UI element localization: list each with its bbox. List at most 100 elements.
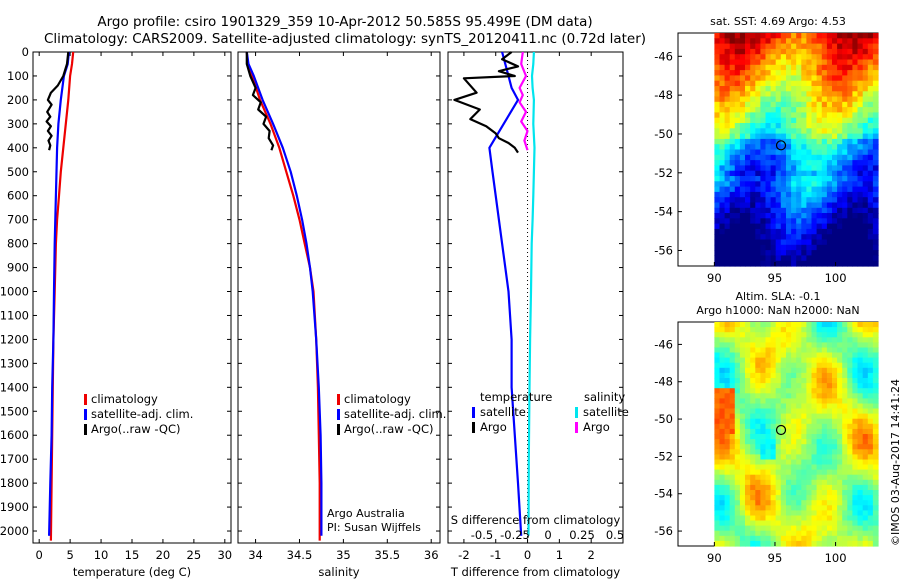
sst-map-cell xyxy=(811,170,818,177)
sla-map-cell xyxy=(816,464,823,471)
sla-map-cell xyxy=(770,530,777,537)
sst-map-cell xyxy=(832,54,838,61)
sla-map-cell xyxy=(842,367,848,374)
sla-map-cell xyxy=(775,510,782,517)
sst-map-cell xyxy=(837,154,843,161)
sla-map-cell xyxy=(729,403,736,410)
sla-map-cell xyxy=(816,525,823,532)
sst-map-cell xyxy=(750,38,756,45)
sst-map-cell xyxy=(770,59,777,66)
sst-map-cell xyxy=(826,86,833,92)
sst-map-cell xyxy=(811,255,818,262)
sst-map-cell xyxy=(837,80,843,87)
sla-map-cell xyxy=(765,454,772,461)
sst-map-cell xyxy=(780,38,787,45)
sla-map-cell xyxy=(862,393,869,399)
sst-map-cell xyxy=(791,86,797,92)
sst-map-cell xyxy=(811,101,818,108)
sst-map-cell xyxy=(786,244,792,251)
sst-map-cell xyxy=(770,223,777,230)
sla-map-cell xyxy=(867,413,874,420)
sla-map-cell xyxy=(791,357,797,364)
sla-map-cell xyxy=(719,510,726,517)
sla-map-cell xyxy=(765,525,772,532)
sla-map-cell xyxy=(734,423,741,430)
sla-map-cell xyxy=(765,342,772,349)
sst-map-cell xyxy=(770,91,777,98)
sst-map-cell xyxy=(724,133,731,140)
sla-map-cell xyxy=(780,388,787,394)
sst-map-cell xyxy=(714,144,721,151)
sla-map-cell xyxy=(872,388,879,394)
sla-map-cell xyxy=(811,367,818,374)
sla-map-cell xyxy=(724,510,731,517)
sla-map-cell xyxy=(714,444,721,450)
sla-map-cell xyxy=(739,444,746,450)
sst-map-cell xyxy=(786,197,792,204)
sla-map-cell xyxy=(770,515,777,522)
sla-map-cell xyxy=(775,408,782,415)
sla-map-cell xyxy=(837,383,843,389)
sst-map-cell xyxy=(801,260,807,267)
sst-map-cell xyxy=(780,223,787,230)
sla-map-cell xyxy=(739,403,746,410)
sst-map-cell xyxy=(872,86,879,92)
sla-map-cell xyxy=(786,500,792,506)
sla-map-cell xyxy=(826,500,833,506)
sla-map-cell xyxy=(801,484,807,491)
sst-map-cell xyxy=(847,80,853,87)
sla-map-cell xyxy=(826,362,833,369)
sst-map-cell xyxy=(842,75,848,82)
sla-map-cell xyxy=(801,434,807,440)
sst-map-cell xyxy=(780,250,787,256)
sst-map-cell xyxy=(862,138,869,145)
sla-map-cell xyxy=(775,337,782,343)
sst-map-cell xyxy=(862,202,869,209)
sla-map-cell xyxy=(775,413,782,420)
sst-map-cell xyxy=(832,86,838,92)
sla-map-cell xyxy=(719,479,726,486)
sla-map-cell xyxy=(801,372,807,379)
sst-map-cell xyxy=(745,138,751,145)
sla-map-cell xyxy=(837,388,843,394)
sla-map-ytick-label: -52 xyxy=(654,449,673,463)
sla-map-cell xyxy=(816,495,823,501)
temperature-series-2-line xyxy=(45,51,70,151)
sla-map-cell xyxy=(734,490,741,496)
sst-map-cell xyxy=(724,75,731,82)
sst-map-cell xyxy=(714,207,721,214)
sla-map-cell xyxy=(847,505,853,511)
sla-map-cell xyxy=(826,347,833,354)
sst-map-cell xyxy=(755,197,761,204)
sst-map-cell xyxy=(857,250,864,256)
sst-map-cell xyxy=(826,228,833,235)
sla-map-cell xyxy=(719,474,726,481)
sla-map-cell xyxy=(867,459,874,466)
sst-map-cell xyxy=(750,70,756,76)
sla-map-cell xyxy=(780,403,787,410)
sla-map-cell xyxy=(755,413,761,420)
sla-map-cell xyxy=(796,428,802,435)
sst-map-cell xyxy=(714,112,721,119)
sst-map-cell xyxy=(821,117,828,124)
sla-map-cell xyxy=(745,495,751,501)
sla-map-cell xyxy=(760,464,767,471)
sst-map-cell xyxy=(714,170,721,177)
sla-map-cell xyxy=(801,510,807,517)
sst-map-cell xyxy=(847,234,853,241)
sst-map-cell xyxy=(734,165,741,172)
sst-map-cell xyxy=(765,112,772,119)
sla-map-cell xyxy=(826,490,833,496)
sla-map-cell xyxy=(780,540,787,547)
temperature-ytick-label: 100 xyxy=(7,69,29,83)
sst-map-cell xyxy=(862,59,869,66)
sla-map-cell xyxy=(765,398,772,405)
sla-map-cell xyxy=(842,434,848,440)
sla-map-cell xyxy=(806,540,813,547)
sla-map-cell xyxy=(801,342,807,349)
sst-map-cell xyxy=(734,144,741,151)
sst-map-cell xyxy=(837,218,843,225)
sla-map-cell xyxy=(719,357,726,364)
sst-map-cell xyxy=(852,96,859,103)
sla-map-cell xyxy=(724,505,731,511)
